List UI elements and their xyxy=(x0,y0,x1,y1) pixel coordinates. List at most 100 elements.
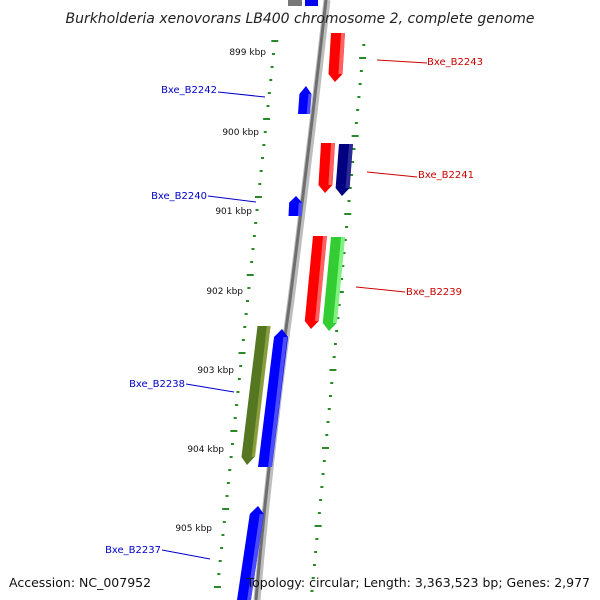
tick-mark xyxy=(266,105,270,107)
gene-callouts: Bxe_B2243 Bxe_B2242 Bxe_B2241 Bxe_B2240 Bxe_… xyxy=(105,57,483,560)
tick-mark xyxy=(354,122,358,124)
callout-line xyxy=(185,383,235,393)
tick-mark xyxy=(336,291,344,293)
callout-line xyxy=(217,91,266,98)
tick-mark xyxy=(321,473,325,475)
tick-mark xyxy=(221,534,225,536)
kbp-label: 899 kbp xyxy=(229,48,266,58)
tick-mark xyxy=(263,118,271,120)
tick-mark xyxy=(341,265,345,267)
tick-mark xyxy=(352,148,356,150)
tick-mark xyxy=(312,564,316,566)
tick-mark xyxy=(269,79,273,81)
tick-mark xyxy=(337,304,341,306)
callout-line xyxy=(161,549,211,560)
tick-mark xyxy=(358,83,362,85)
tick-mark xyxy=(336,317,340,319)
tick-mark xyxy=(315,538,319,540)
tick-mark xyxy=(225,495,229,497)
gene-label[interactable]: Bxe_B2239 xyxy=(406,287,462,298)
tick-mark xyxy=(229,456,233,458)
kbp-label: 903 kbp xyxy=(197,366,234,376)
tick-mark xyxy=(259,170,263,172)
gene-bxe-b2240 xyxy=(288,196,303,216)
tick-mark xyxy=(238,352,246,354)
tick-mark xyxy=(356,109,360,111)
map-title: Burkholderia xenovorans LB400 chromosome… xyxy=(65,11,534,27)
tick-mark xyxy=(267,92,271,94)
tick-mark xyxy=(262,144,266,146)
tick-mark xyxy=(343,239,347,241)
tick-mark xyxy=(250,261,254,263)
callout-line xyxy=(207,195,257,203)
tick-mark xyxy=(335,330,339,332)
tick-mark xyxy=(217,573,221,575)
tick-mark xyxy=(359,70,363,72)
callout-line xyxy=(355,286,406,293)
tick-mark xyxy=(345,226,349,228)
tick-mark xyxy=(359,57,367,59)
chromosome-backbone xyxy=(253,0,331,600)
olive-feature xyxy=(241,326,271,465)
tick-mark xyxy=(226,482,230,484)
dark-blue-feature xyxy=(335,144,353,196)
tick-mark xyxy=(322,460,326,462)
tick-mark xyxy=(233,417,237,419)
tick-mark xyxy=(270,66,274,68)
gene-bxe-b2242 xyxy=(298,86,312,114)
tick-mark xyxy=(218,560,222,562)
tick-mark xyxy=(327,408,331,410)
topology-label: Topology: circular; Length: 3,363,523 bp… xyxy=(246,575,590,590)
green-feature xyxy=(322,237,345,331)
gene-label[interactable]: Bxe_B2237 xyxy=(105,545,161,556)
tick-mark xyxy=(340,278,344,280)
tick-mark xyxy=(213,586,221,588)
tick-mark xyxy=(235,404,239,406)
kbp-label: 900 kbp xyxy=(222,128,259,138)
kbp-label: 901 kbp xyxy=(215,207,252,217)
tick-mark xyxy=(228,469,232,471)
gene-label[interactable]: Bxe_B2243 xyxy=(427,57,483,68)
kbp-label: 905 kbp xyxy=(175,524,212,534)
tick-mark xyxy=(222,508,230,510)
tick-mark xyxy=(362,44,366,46)
gene-label[interactable]: Bxe_B2238 xyxy=(129,379,185,390)
tick-mark xyxy=(220,547,224,549)
tick-mark xyxy=(255,209,259,211)
gene-label[interactable]: Bxe_B2240 xyxy=(151,191,207,202)
kbp-labels: 899 kbp 900 kbp 901 kbp 902 kbp 903 kbp 904 k… xyxy=(175,48,266,534)
tick-mark xyxy=(243,326,247,328)
tick-mark xyxy=(351,135,359,137)
tick-mark xyxy=(261,157,265,159)
tick-mark xyxy=(349,174,353,176)
tick-mark xyxy=(239,365,243,367)
accession-label: Accession: NC_007952 xyxy=(9,575,151,590)
tick-mark xyxy=(344,213,352,215)
tick-mark xyxy=(348,187,352,189)
tick-mark xyxy=(332,356,336,358)
tick-mark xyxy=(347,200,351,202)
tick-mark xyxy=(351,161,355,163)
gene-label[interactable]: Bxe_B2241 xyxy=(418,170,474,181)
feature-track xyxy=(237,33,353,600)
tick-mark xyxy=(333,343,337,345)
tick-mark xyxy=(330,382,334,384)
tick-mark xyxy=(328,395,332,397)
tick-mark xyxy=(314,525,322,527)
tick-mark xyxy=(263,131,267,133)
inner-tick-ring xyxy=(213,40,279,588)
tick-mark xyxy=(247,287,251,289)
gene-bxe-b2241 xyxy=(318,143,335,193)
tick-mark xyxy=(246,300,249,302)
callout-line xyxy=(376,59,428,64)
tick-mark xyxy=(236,391,240,393)
gene-label[interactable]: Bxe_B2242 xyxy=(161,85,217,96)
callout-line xyxy=(366,171,418,178)
tick-mark xyxy=(230,443,234,445)
tick-mark xyxy=(322,447,330,449)
tick-mark xyxy=(271,40,279,42)
tick-mark xyxy=(244,313,248,315)
gene-bxe-b2243 xyxy=(328,33,345,82)
outer-tick-ring xyxy=(310,44,367,592)
